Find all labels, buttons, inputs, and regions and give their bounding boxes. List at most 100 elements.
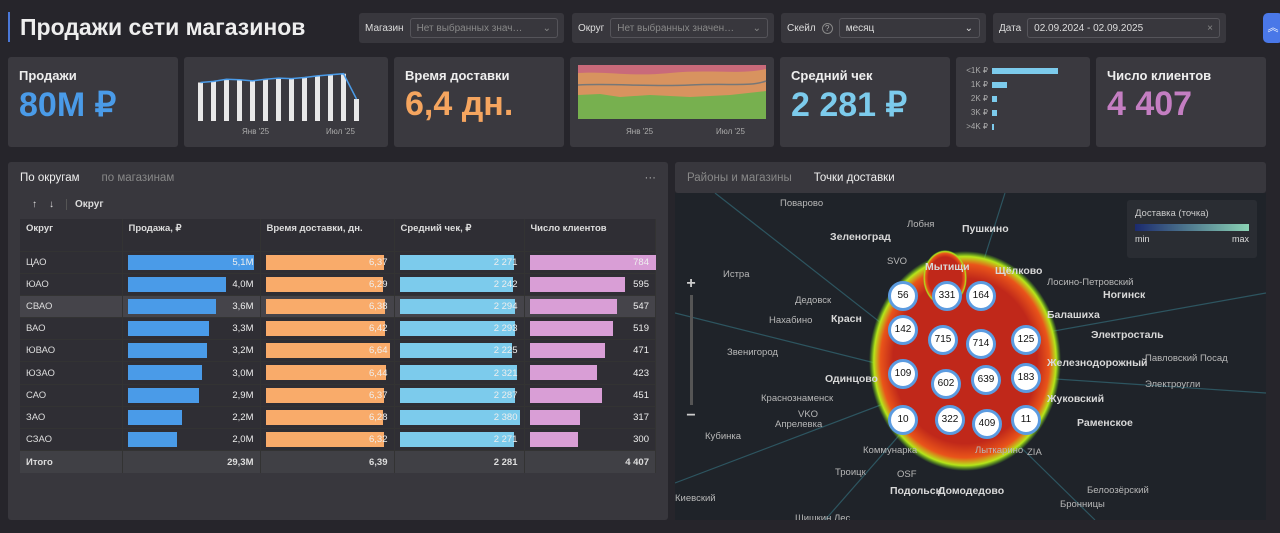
okrug-cell: ЗАО — [20, 405, 123, 429]
x-tick: Янв '25 — [626, 127, 654, 136]
select-value: Нет выбранных значен… — [617, 22, 735, 34]
sales-bar — [127, 343, 207, 359]
map-cluster-marker[interactable]: 10 — [888, 405, 918, 435]
clients-cell: 471 — [524, 339, 656, 362]
tab-districts[interactable]: Районы и магазины — [687, 172, 792, 184]
column-header[interactable]: Продажа, ₽ — [122, 219, 261, 251]
zoom-out-button[interactable]: − — [686, 407, 696, 424]
line-median — [577, 80, 767, 87]
time-cell: 6,44 — [260, 361, 395, 385]
shop-select[interactable]: Нет выбранных знач… ⌄ — [409, 18, 558, 38]
clients-value: 423 — [633, 367, 649, 379]
table-row[interactable]: СВАО 3,6M 6,38 2 294 547 — [20, 294, 656, 318]
map-cluster-marker[interactable]: 639 — [971, 365, 1001, 395]
clients-value: 519 — [633, 323, 649, 335]
table-row[interactable]: ЦАО 5,1M 6,37 2 271 784 — [20, 250, 656, 274]
column-header[interactable]: Время доставки, дн. — [260, 219, 395, 251]
sales-bar — [127, 432, 177, 447]
map-cluster-marker[interactable]: 109 — [888, 359, 918, 389]
table-row[interactable]: ЗАО 2,2M 6,28 2 380 317 — [20, 405, 656, 429]
table-row[interactable]: САО 2,9M 6,37 2 287 451 — [20, 383, 656, 407]
more-menu-icon[interactable]: ··· — [644, 172, 657, 184]
map-cluster-marker[interactable]: 56 — [888, 281, 918, 311]
check-value: 2 321 — [493, 367, 518, 379]
filter-okrug: Округ Нет выбранных значен… ⌄ — [572, 13, 774, 43]
table-row[interactable]: СЗАО 2,0M 6,32 2 271 300 — [20, 427, 656, 451]
okrug-select[interactable]: Нет выбранных значен… ⌄ — [610, 18, 768, 38]
select-value: Нет выбранных знач… — [416, 22, 523, 34]
map-cluster-marker[interactable]: 142 — [888, 315, 918, 345]
clients-bar — [529, 409, 581, 425]
column-header[interactable]: Округ — [20, 219, 123, 251]
table-row[interactable]: ЮАО 4,0M 6,29 2 242 595 — [20, 272, 656, 296]
kpi-check-card: Средний чек 2 281 ₽ — [780, 57, 950, 147]
column-header[interactable]: Число клиентов — [524, 219, 656, 251]
okrug-cell: ЦАО — [20, 250, 123, 274]
check-value: 2 242 — [493, 278, 518, 290]
time-value: 6,32 — [369, 434, 388, 446]
sales-value: 3,3M — [232, 323, 254, 335]
time-value: 6,44 — [369, 367, 388, 379]
okrug-cell: СВАО — [20, 294, 123, 318]
kpi-value: 80М ₽ — [19, 86, 117, 124]
map-city-label: OSF — [897, 469, 917, 480]
sales-bar — [127, 276, 227, 292]
sales-value: 2,9M — [232, 389, 254, 401]
collapse-button[interactable]: ︽ — [1263, 13, 1280, 43]
chevron-down-icon: ⌄ — [542, 22, 551, 34]
table-row[interactable]: ЮВАО 3,2M 6,64 2 225 471 — [20, 339, 656, 362]
map-city-label: Одинцово — [825, 373, 878, 385]
histogram-bar — [992, 124, 994, 130]
map-cluster-marker[interactable]: 183 — [1011, 363, 1041, 393]
map-cluster-marker[interactable]: 322 — [935, 405, 965, 435]
zoom-slider[interactable] — [689, 295, 693, 405]
okrug-cell: СЗАО — [20, 427, 123, 451]
map-city-label: VKO — [798, 409, 819, 420]
clients-value: 784 — [633, 256, 649, 268]
map-tabs: Районы и магазины Точки доставки — [675, 162, 1266, 193]
x-tick: Июл '25 — [716, 127, 745, 136]
map-cluster-marker[interactable]: 714 — [966, 329, 996, 359]
map-city-label: Ногинск — [1103, 289, 1146, 301]
date-range-input[interactable]: 02.09.2024 - 02.09.2025 × — [1027, 18, 1220, 38]
time-cell: 6,28 — [260, 405, 395, 429]
sales-cell: 4,0M — [122, 272, 261, 296]
tab-by-okrug[interactable]: По округам — [20, 172, 80, 184]
map-cluster-marker[interactable]: 331 — [932, 281, 962, 311]
sales-mini-chart: Янв '25 Июл '25 — [184, 57, 388, 147]
tab-by-shop[interactable]: по магазинам — [101, 172, 175, 184]
map-cluster-marker[interactable]: 409 — [972, 409, 1002, 439]
column-header[interactable]: Средний чек, ₽ — [394, 219, 525, 251]
table-row[interactable]: ВАО 3,3M 6,42 2 293 519 — [20, 317, 656, 340]
kpi-title: Продажи — [19, 68, 77, 83]
sales-bar — [127, 387, 200, 403]
time-bar — [265, 387, 385, 403]
sort-desc-icon[interactable]: ↓ — [49, 199, 54, 210]
check-cell: 2 225 — [394, 339, 525, 362]
map-city-label: Домодедово — [938, 485, 1005, 497]
help-icon[interactable]: ? — [821, 22, 833, 34]
map-cluster-marker[interactable]: 715 — [928, 325, 958, 355]
histogram-bar — [992, 68, 1058, 74]
scale-select[interactable]: месяц ⌄ — [838, 18, 980, 38]
clients-value: 317 — [633, 411, 649, 423]
table-panel: По округам по магазинам ··· ↑ ↓ Округ Округ … — [8, 162, 668, 520]
tab-delivery-points[interactable]: Точки доставки — [813, 172, 895, 184]
delivery-map[interactable]: Поварово Зеленоград Лобня Пушкино Истра Мытищ… — [675, 193, 1266, 520]
clear-icon[interactable]: × — [1207, 22, 1213, 34]
zoom-in-button[interactable]: + — [686, 275, 696, 292]
clients-value: 547 — [633, 300, 649, 312]
map-cluster-marker[interactable]: 11 — [1011, 405, 1041, 435]
map-cluster-marker[interactable]: 125 — [1011, 325, 1041, 355]
check-value: 2 293 — [493, 323, 518, 335]
sort-asc-icon[interactable]: ↑ — [32, 199, 37, 210]
time-cell: 6,37 — [260, 383, 395, 407]
map-cluster-marker[interactable]: 602 — [931, 369, 961, 399]
sort-field[interactable]: Округ — [66, 199, 104, 210]
map-city-label: Поварово — [780, 198, 824, 209]
sales-value: 4,0M — [232, 278, 254, 290]
table-row[interactable]: ЮЗАО 3,0M 6,44 2 321 423 — [20, 361, 656, 385]
map-cluster-marker[interactable]: 164 — [966, 281, 996, 311]
bar — [328, 74, 333, 121]
clients-bar — [529, 254, 656, 270]
